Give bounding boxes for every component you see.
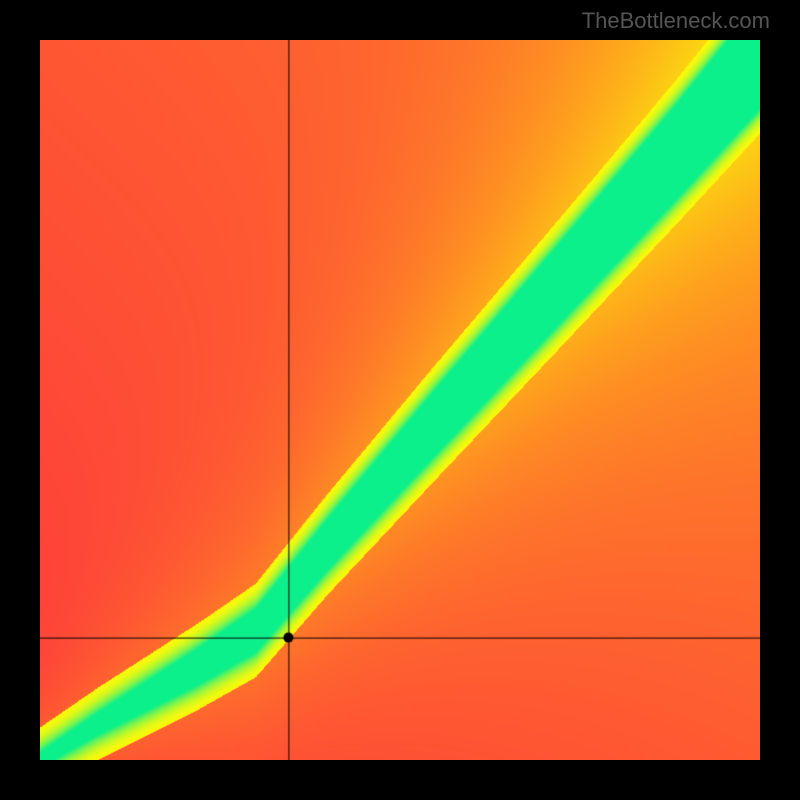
chart-container: TheBottleneck.com bbox=[0, 0, 800, 800]
plot-area bbox=[40, 40, 760, 760]
watermark-text: TheBottleneck.com bbox=[582, 8, 770, 34]
heatmap-canvas bbox=[40, 40, 760, 760]
